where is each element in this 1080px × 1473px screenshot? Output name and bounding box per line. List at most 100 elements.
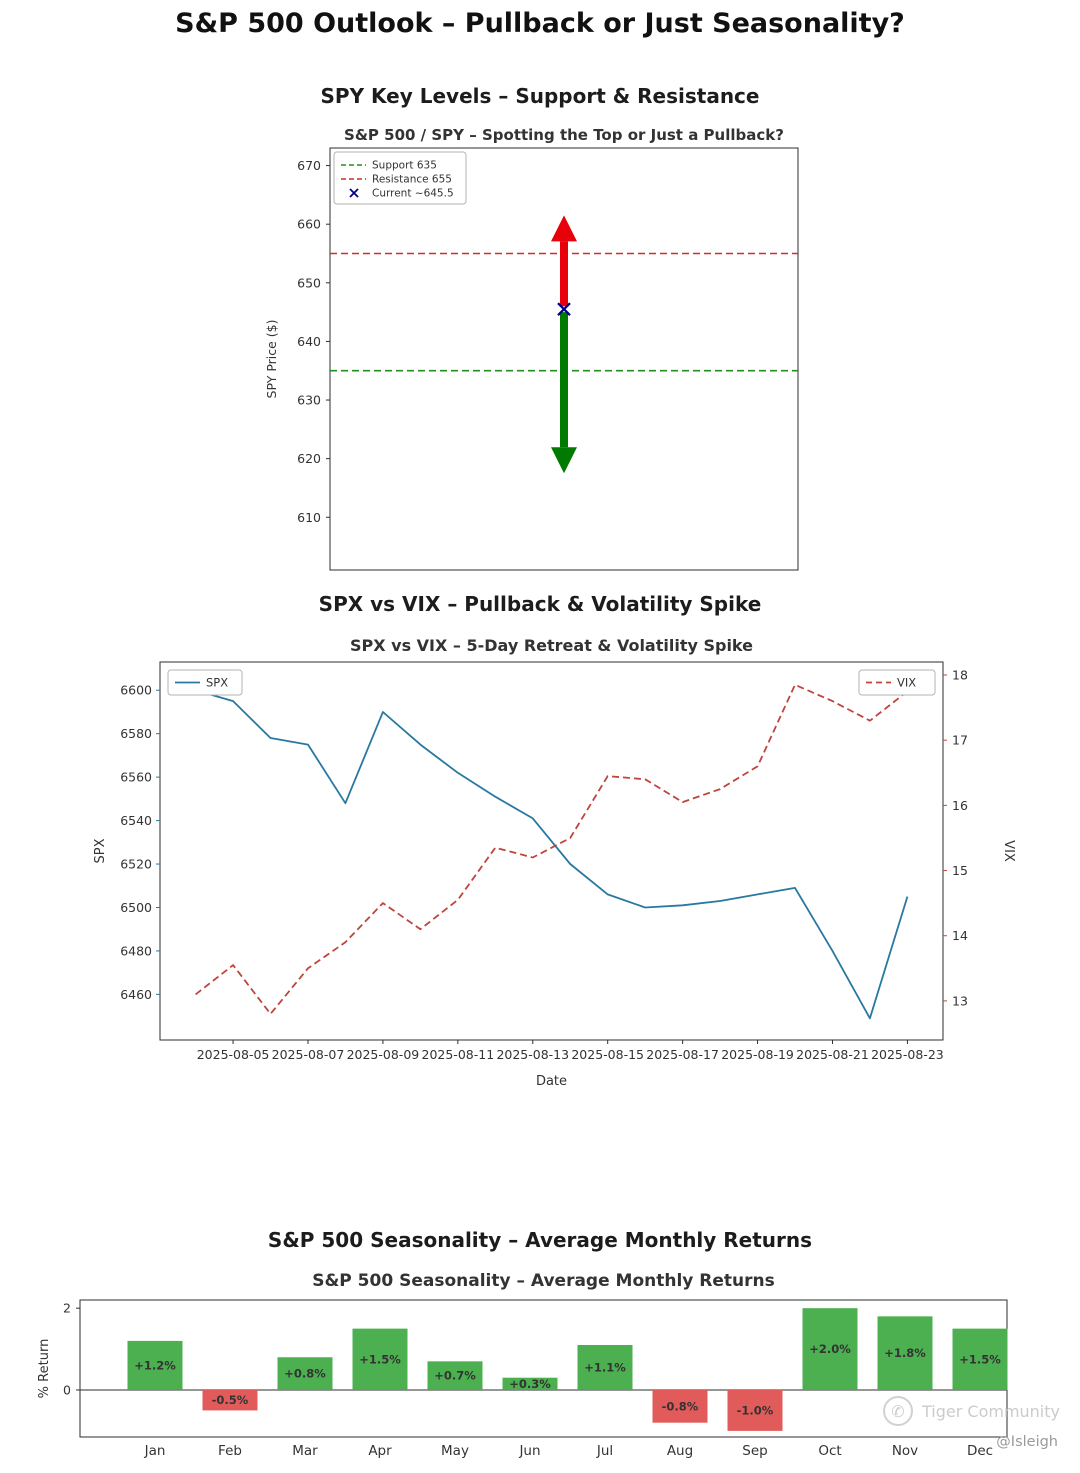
- bar-feb: [202, 1389, 258, 1411]
- spy-chart-title: S&P 500 / SPY – Spotting the Top or Just…: [344, 126, 784, 144]
- spy-legend-box: [333, 151, 467, 205]
- svg-text:+1.8%: +1.8%: [884, 1346, 926, 1360]
- page-title: S&P 500 Outlook – Pullback or Just Seaso…: [175, 8, 905, 39]
- svg-text:VIX: VIX: [897, 676, 916, 690]
- svg-text:17: 17: [952, 733, 968, 748]
- svg-text:18: 18: [952, 668, 968, 683]
- svg-text:620: 620: [297, 451, 321, 466]
- spy-plot-frame: [329, 147, 799, 571]
- svg-text:Sep: Sep: [742, 1443, 767, 1459]
- svg-text:Nov: Nov: [892, 1443, 918, 1459]
- svg-text:2025-08-21: 2025-08-21: [796, 1047, 869, 1062]
- svg-text:+0.3%: +0.3%: [509, 1377, 551, 1391]
- svg-text:2025-08-05: 2025-08-05: [197, 1047, 270, 1062]
- svg-text:6460: 6460: [120, 987, 152, 1002]
- spx-legend-box: [167, 669, 243, 696]
- seasonality-chart: S&P 500 Seasonality – Average Monthly Re…: [37, 1271, 1008, 1459]
- watermark-brand: Tiger Community: [922, 1401, 1060, 1421]
- svg-text:6560: 6560: [120, 770, 152, 785]
- svg-text:6600: 6600: [120, 683, 152, 698]
- svg-text:Jun: Jun: [518, 1443, 540, 1459]
- bar-may: [427, 1361, 483, 1390]
- bar-nov: [877, 1316, 933, 1390]
- vix-series-line: [195, 683, 908, 1015]
- svg-text:640: 640: [297, 334, 321, 349]
- svg-text:650: 650: [297, 275, 321, 290]
- seasonality-plot-frame: [79, 1299, 1008, 1438]
- svg-text:SPX: SPX: [206, 676, 228, 690]
- svg-text:2025-08-07: 2025-08-07: [272, 1047, 345, 1062]
- svg-text:660: 660: [297, 217, 321, 232]
- svg-text:2025-08-09: 2025-08-09: [347, 1047, 420, 1062]
- bar-jun: [502, 1377, 558, 1390]
- spxvix-xlabel: Date: [536, 1074, 567, 1089]
- svg-text:6500: 6500: [120, 900, 152, 915]
- svg-text:15: 15: [952, 863, 968, 878]
- bar-jul: [577, 1344, 633, 1390]
- bar-aug: [652, 1389, 708, 1423]
- svg-text:Jul: Jul: [596, 1443, 613, 1459]
- svg-text:2025-08-23: 2025-08-23: [871, 1047, 944, 1062]
- seasonality-ylabel: % Return: [37, 1339, 52, 1399]
- spx-vix-chart: SPX vs VIX – 5-Day Retreat & Volatility …: [93, 636, 1016, 1089]
- svg-text:630: 630: [297, 393, 321, 408]
- svg-text:+0.7%: +0.7%: [434, 1369, 476, 1383]
- bar-oct: [802, 1308, 858, 1390]
- spxvix-right-ylabel: VIX: [1001, 840, 1016, 862]
- svg-text:6520: 6520: [120, 857, 152, 872]
- svg-text:Apr: Apr: [368, 1443, 392, 1459]
- svg-text:Dec: Dec: [967, 1443, 993, 1459]
- svg-text:2025-08-11: 2025-08-11: [422, 1047, 495, 1062]
- svg-text:6480: 6480: [120, 943, 152, 958]
- svg-text:6540: 6540: [120, 813, 152, 828]
- bar-apr: [352, 1328, 408, 1390]
- spx-series-line: [195, 689, 909, 1020]
- spy-ylabel: SPY Price ($): [264, 320, 279, 399]
- svg-text:-0.8%: -0.8%: [662, 1399, 699, 1413]
- svg-text:Mar: Mar: [292, 1443, 318, 1459]
- svg-text:16: 16: [952, 798, 968, 813]
- svg-text:Aug: Aug: [667, 1443, 693, 1459]
- svg-text:2025-08-15: 2025-08-15: [571, 1047, 644, 1062]
- bar-dec: [952, 1328, 1008, 1390]
- watermark-handle: @Isleigh: [996, 1434, 1058, 1450]
- svg-text:13: 13: [952, 993, 968, 1008]
- svg-text:-1.0%: -1.0%: [737, 1403, 774, 1417]
- bar-mar: [277, 1357, 333, 1390]
- svg-text:-0.5%: -0.5%: [212, 1393, 249, 1407]
- spy-key-levels-chart: S&P 500 / SPY – Spotting the Top or Just…: [264, 126, 799, 571]
- spxvix-left-ylabel: SPX: [93, 838, 108, 863]
- bar-sep: [727, 1389, 783, 1431]
- svg-text:+0.8%: +0.8%: [284, 1367, 326, 1381]
- svg-text:0: 0: [63, 1382, 71, 1397]
- svg-text:2025-08-17: 2025-08-17: [646, 1047, 719, 1062]
- section-heading-seasonality: S&P 500 Seasonality – Average Monthly Re…: [267, 1228, 813, 1252]
- svg-text:May: May: [441, 1443, 469, 1459]
- spxvix-chart-title: SPX vs VIX – 5-Day Retreat & Volatility …: [350, 636, 753, 655]
- svg-text:+1.5%: +1.5%: [959, 1352, 1001, 1366]
- vix-legend-box: [858, 669, 936, 696]
- svg-text:2025-08-13: 2025-08-13: [496, 1047, 569, 1062]
- seasonality-chart-title: S&P 500 Seasonality – Average Monthly Re…: [312, 1271, 775, 1291]
- section-heading-spy-levels: SPY Key Levels – Support & Resistance: [320, 84, 760, 108]
- svg-text:Jan: Jan: [144, 1443, 166, 1459]
- watermark: ✆ Tiger Community: [883, 1396, 1060, 1426]
- svg-text:2: 2: [63, 1301, 71, 1316]
- svg-text:14: 14: [952, 928, 968, 943]
- spxvix-plot-frame: [159, 661, 944, 1041]
- svg-text:6580: 6580: [120, 726, 152, 741]
- svg-text:Support 635: Support 635: [372, 160, 437, 172]
- svg-text:+1.5%: +1.5%: [359, 1352, 401, 1366]
- svg-text:+1.2%: +1.2%: [134, 1358, 176, 1372]
- svg-text:+1.1%: +1.1%: [584, 1360, 626, 1374]
- section-heading-spx-vix: SPX vs VIX – Pullback & Volatility Spike: [318, 592, 762, 616]
- svg-text:Oct: Oct: [818, 1443, 841, 1459]
- svg-text:Resistance 655: Resistance 655: [372, 174, 452, 186]
- svg-text:Current ~645.5: Current ~645.5: [372, 188, 454, 200]
- svg-text:610: 610: [297, 510, 321, 525]
- svg-text:2025-08-19: 2025-08-19: [721, 1047, 794, 1062]
- bar-jan: [127, 1340, 183, 1390]
- tiger-logo-icon: ✆: [883, 1396, 913, 1426]
- svg-text:+2.0%: +2.0%: [809, 1342, 851, 1356]
